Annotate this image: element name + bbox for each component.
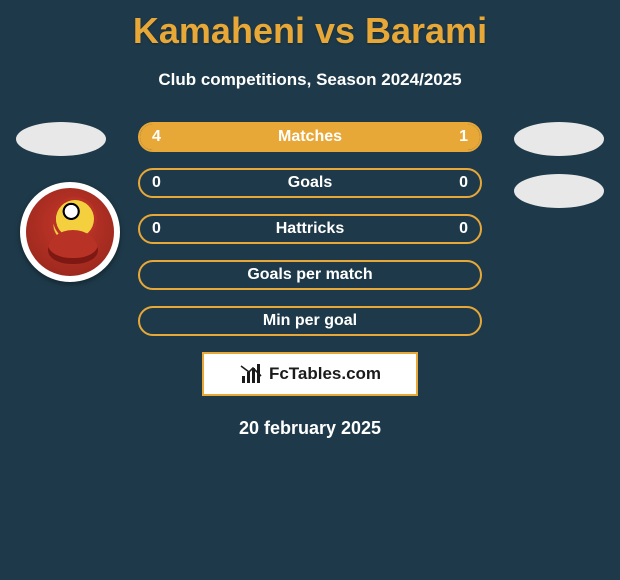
stat-rows: Matches41Goals00Hattricks00Goals per mat…	[138, 122, 482, 336]
comparison-panel: Matches41Goals00Hattricks00Goals per mat…	[0, 122, 620, 439]
stat-label: Min per goal	[140, 312, 480, 330]
page-subtitle: Club competitions, Season 2024/2025	[0, 70, 620, 90]
stat-label: Matches	[140, 128, 480, 146]
stat-value-left: 0	[152, 220, 161, 238]
stat-value-right: 0	[459, 174, 468, 192]
stat-value-right: 1	[459, 128, 468, 146]
player-photo-right-1	[514, 122, 604, 156]
player-photo-left	[16, 122, 106, 156]
stat-row: Matches4 1	[138, 122, 482, 152]
snapshot-date: 20 february 2025	[0, 418, 620, 439]
stat-value-left: 0	[152, 174, 161, 192]
page-title: Kamaheni vs Barami	[0, 0, 620, 52]
stat-value-right: 0	[459, 220, 468, 238]
stat-value-left: 4	[152, 128, 161, 146]
stat-label: Hattricks	[140, 220, 480, 238]
stat-label: Goals	[140, 174, 480, 192]
stat-label: Goals per match	[140, 266, 480, 284]
stat-row: Hattricks0 0	[138, 214, 482, 244]
player-photo-right-2	[514, 174, 604, 208]
stat-row: Goals per match	[138, 260, 482, 290]
brand-box[interactable]: FcTables.com	[202, 352, 418, 396]
club-crest-left	[20, 182, 120, 282]
brand-text: FcTables.com	[269, 364, 381, 384]
stat-row: Goals0 0	[138, 168, 482, 198]
bar-chart-icon	[239, 362, 263, 386]
stat-row: Min per goal	[138, 306, 482, 336]
